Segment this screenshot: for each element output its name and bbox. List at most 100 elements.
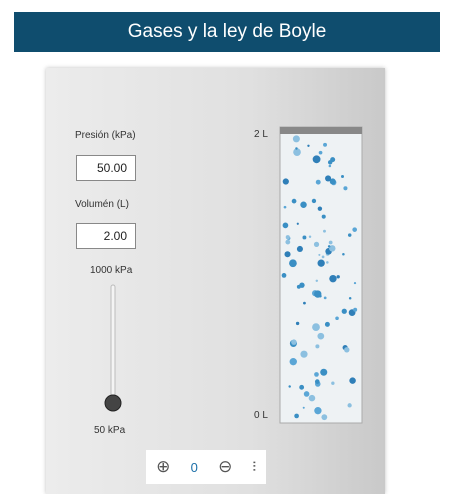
title-bar: Gases y la ley de Boyle [14,12,440,52]
particle [323,296,327,300]
particle [313,241,320,247]
particle [327,160,333,165]
particle [299,282,305,288]
particle [308,235,312,238]
particle [326,261,329,264]
particle [342,252,345,256]
particle [312,155,321,164]
particle [314,372,319,377]
particle [295,321,300,326]
particle [318,150,323,155]
particle [327,245,331,248]
particle [284,251,291,258]
particle [285,235,290,240]
slider-track [110,284,116,404]
particle [336,275,340,279]
particle [296,222,299,225]
cylinder [279,126,363,424]
particles [281,135,358,421]
particle [296,245,303,253]
particle [321,414,328,421]
zoom-in-button[interactable]: ⊕ [156,457,171,476]
particle [315,344,320,349]
slider-max-label: 1000 kPa [90,265,133,276]
particle [315,179,321,185]
particle [314,290,322,298]
particle [289,357,297,366]
piston [280,127,362,134]
particle [294,413,299,419]
volume-input[interactable]: 2.00 [76,223,136,249]
particle [325,175,332,182]
cylinder-top-label: 2 L [254,129,268,140]
chart-button[interactable]: ⫶ [252,459,256,474]
particle [291,339,297,345]
particle [317,332,325,340]
particle [293,148,301,156]
panel-graphics [104,126,363,424]
pressure-label: Presión (kPa) [75,130,136,141]
particle [315,279,319,283]
particle [317,206,323,211]
particle [318,253,321,256]
particle [352,227,357,232]
particle [302,235,307,240]
particle [329,245,336,252]
particle [344,347,350,353]
particle [285,239,291,245]
pressure-input[interactable]: 50.00 [76,155,136,181]
particle [291,198,297,204]
particle [308,394,316,402]
particle [341,175,344,179]
slider-min-label: 50 kPa [94,425,126,436]
particle [289,259,297,268]
particle [314,407,322,415]
particle [303,391,310,397]
particle [295,147,298,150]
cylinder-bottom-label: 0 L [254,410,268,421]
particle [323,229,326,233]
particle [349,377,356,384]
particle [329,178,336,185]
particle [321,255,325,259]
particle [282,178,289,185]
particle [299,384,305,390]
particle [328,164,332,168]
particle [288,385,291,388]
particle [317,259,325,267]
particle [323,142,328,147]
particle [312,323,320,331]
particle [300,350,308,358]
particle [302,406,305,409]
volume-label: Volumén (L) [75,199,129,210]
particle [329,274,337,283]
particle [292,135,300,143]
particle [311,198,317,204]
slider-knob[interactable] [104,394,122,412]
particle [353,307,358,312]
particle [343,186,348,191]
count: 0 [190,459,198,475]
particle [324,321,330,327]
simulation-panel: Presión (kPa) 50.00 Volumén (L) 2.00 100… [46,68,385,494]
particle [353,281,357,285]
particle [347,233,352,237]
particle [282,222,289,229]
toolbar: ⊕ 0 ⊖ ⫶ [146,450,266,484]
particle [314,379,320,384]
particle [300,201,307,208]
particle [307,144,310,147]
particle [328,240,333,245]
particle [320,368,328,376]
particle [281,273,287,278]
particle [341,308,347,314]
particle [331,381,335,385]
particle [321,214,326,219]
title: Gases y la ley de Boyle [127,21,327,42]
particle [335,316,339,321]
particle [303,301,306,305]
particle [348,297,352,300]
particle [347,403,352,408]
zoom-out-button[interactable]: ⊖ [218,457,233,476]
particle [283,205,287,209]
